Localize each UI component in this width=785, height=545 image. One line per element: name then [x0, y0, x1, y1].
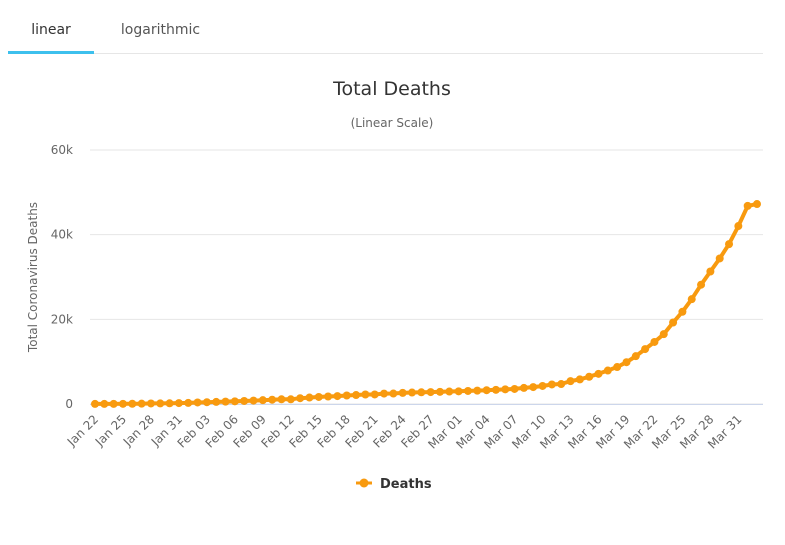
y-axis-ticks: 0 20k 40k 60k [51, 143, 73, 411]
data-point[interactable] [221, 397, 230, 406]
legend[interactable]: Deaths [356, 477, 432, 492]
data-point[interactable] [258, 396, 267, 405]
chart-subtitle: (Linear Scale) [351, 116, 434, 130]
data-point[interactable] [454, 387, 463, 396]
tab-active-underline [8, 51, 94, 54]
data-point[interactable] [240, 396, 249, 405]
x-tick-label: Jan 28 [120, 412, 157, 449]
series-points-deaths [91, 200, 761, 408]
data-point[interactable] [594, 369, 603, 378]
data-point[interactable] [631, 352, 640, 361]
data-point[interactable] [743, 201, 752, 210]
data-point[interactable] [212, 397, 221, 406]
y-tick-label: 0 [65, 397, 73, 411]
chart-scale-tabs: linear logarithmic [8, 0, 763, 54]
data-point[interactable] [734, 222, 743, 231]
data-point[interactable] [725, 240, 734, 249]
data-point[interactable] [715, 254, 724, 263]
data-point[interactable] [165, 399, 174, 408]
data-point[interactable] [389, 389, 398, 398]
x-tick-label: Jan 22 [64, 412, 101, 449]
series-line-deaths [93, 202, 759, 406]
data-point[interactable] [445, 387, 454, 396]
data-point[interactable] [687, 295, 696, 304]
data-point[interactable] [230, 397, 239, 406]
data-point[interactable] [669, 318, 678, 327]
data-point[interactable] [342, 391, 351, 400]
data-point[interactable] [557, 380, 566, 389]
data-point[interactable] [659, 330, 668, 339]
data-point[interactable] [398, 388, 407, 397]
data-point[interactable] [137, 399, 146, 408]
data-point[interactable] [305, 393, 314, 402]
legend-label-deaths: Deaths [380, 477, 432, 492]
y-tick-label: 20k [51, 312, 73, 326]
data-point[interactable] [296, 394, 305, 403]
data-point[interactable] [603, 366, 612, 375]
data-point[interactable] [352, 391, 361, 400]
data-point[interactable] [706, 267, 715, 276]
data-point[interactable] [547, 380, 556, 389]
data-point[interactable] [482, 386, 491, 395]
data-point[interactable] [529, 383, 538, 392]
data-point[interactable] [249, 396, 258, 405]
data-point[interactable] [146, 399, 155, 408]
data-point[interactable] [650, 337, 659, 346]
y-axis-title: Total Coronavirus Deaths [26, 202, 40, 353]
data-point[interactable] [678, 307, 687, 316]
data-point[interactable] [473, 386, 482, 395]
data-point[interactable] [91, 399, 99, 408]
data-point[interactable] [333, 392, 342, 401]
x-tick-label: Jan 25 [92, 412, 129, 449]
data-point[interactable] [128, 399, 137, 408]
data-point[interactable] [753, 200, 761, 209]
data-point[interactable] [109, 399, 118, 408]
data-point[interactable] [575, 375, 584, 384]
data-point[interactable] [184, 398, 193, 407]
data-point[interactable] [417, 388, 426, 397]
tab-linear-label: linear [31, 22, 71, 38]
data-point[interactable] [519, 383, 528, 392]
data-point[interactable] [174, 399, 183, 408]
data-point[interactable] [193, 398, 202, 407]
data-point[interactable] [585, 372, 594, 381]
legend-marker-icon [359, 478, 369, 488]
tab-logarithmic[interactable]: logarithmic [113, 0, 208, 53]
data-point[interactable] [491, 385, 500, 394]
data-point[interactable] [697, 280, 706, 289]
data-point[interactable] [156, 399, 165, 408]
data-point[interactable] [370, 390, 379, 399]
y-tick-label: 40k [51, 228, 73, 242]
data-point[interactable] [277, 395, 286, 404]
data-point[interactable] [100, 399, 109, 408]
data-point[interactable] [380, 389, 389, 398]
tab-logarithmic-label: logarithmic [120, 22, 201, 38]
data-point[interactable] [426, 388, 435, 397]
tab-linear[interactable]: linear [8, 0, 94, 54]
data-point[interactable] [613, 363, 622, 372]
y-tick-label: 60k [51, 143, 73, 157]
data-point[interactable] [202, 398, 211, 407]
data-point[interactable] [118, 399, 127, 408]
data-point[interactable] [435, 387, 444, 396]
data-point[interactable] [314, 392, 323, 401]
data-point[interactable] [361, 390, 370, 399]
data-point[interactable] [286, 395, 295, 404]
grid-lines [90, 149, 763, 405]
data-point[interactable] [501, 385, 510, 394]
data-point[interactable] [324, 392, 333, 401]
data-point[interactable] [566, 377, 575, 386]
data-point[interactable] [622, 358, 631, 367]
data-point[interactable] [538, 381, 547, 390]
chart-title: Total Deaths [332, 78, 451, 100]
data-point[interactable] [408, 388, 417, 397]
data-point[interactable] [268, 395, 277, 404]
data-point[interactable] [463, 386, 472, 395]
data-point[interactable] [510, 384, 519, 393]
data-point[interactable] [641, 345, 650, 354]
